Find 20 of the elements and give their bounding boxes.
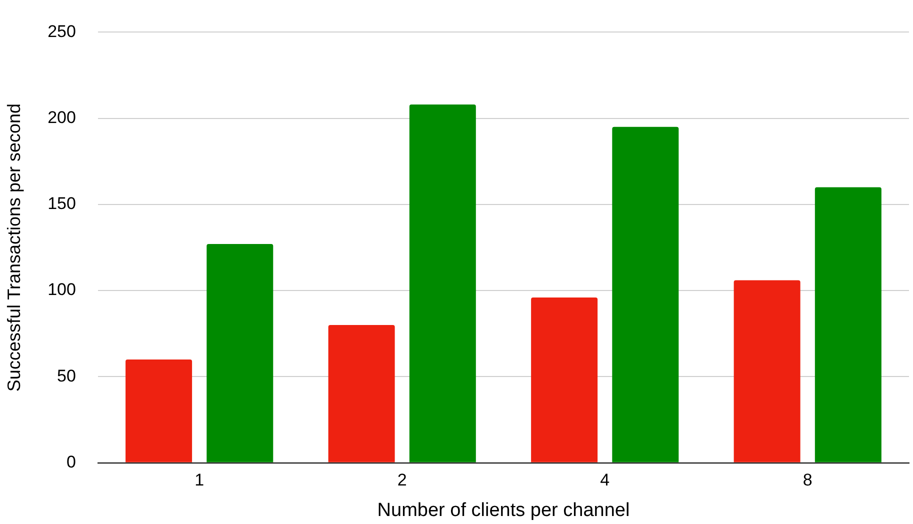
y-tick-label: 250 xyxy=(48,22,76,41)
y-tick-label: 50 xyxy=(57,366,76,386)
y-tick-label: 150 xyxy=(48,194,76,214)
y-tick-label: 0 xyxy=(66,452,76,472)
y-axis-title: Successful Transactions per second xyxy=(4,103,24,392)
x-axis-title: Number of clients per channel xyxy=(377,500,630,521)
bar xyxy=(814,187,882,462)
y-tick-label: 200 xyxy=(48,108,76,128)
bar xyxy=(409,104,476,462)
x-tick-label: 4 xyxy=(600,470,610,490)
y-tick-label: 100 xyxy=(48,280,76,300)
bar xyxy=(531,297,598,462)
x-tick-label: 2 xyxy=(397,470,407,490)
x-tick-label: 8 xyxy=(802,470,812,490)
bar xyxy=(734,280,800,462)
bar xyxy=(206,244,274,462)
bar xyxy=(126,359,192,462)
bar xyxy=(612,126,679,462)
x-tick-label: 1 xyxy=(194,470,204,490)
bar xyxy=(328,325,395,462)
